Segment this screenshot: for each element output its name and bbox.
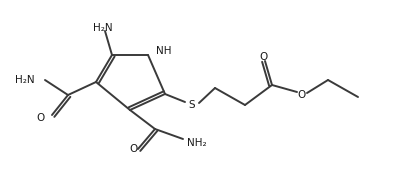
Text: O: O	[259, 52, 267, 62]
Text: H₂N: H₂N	[15, 75, 35, 85]
Text: S: S	[189, 100, 195, 110]
Text: O: O	[129, 144, 137, 154]
Text: NH: NH	[156, 46, 171, 56]
Text: H₂N: H₂N	[93, 23, 113, 33]
Text: O: O	[298, 90, 306, 100]
Text: NH₂: NH₂	[187, 138, 207, 148]
Text: O: O	[37, 113, 45, 123]
